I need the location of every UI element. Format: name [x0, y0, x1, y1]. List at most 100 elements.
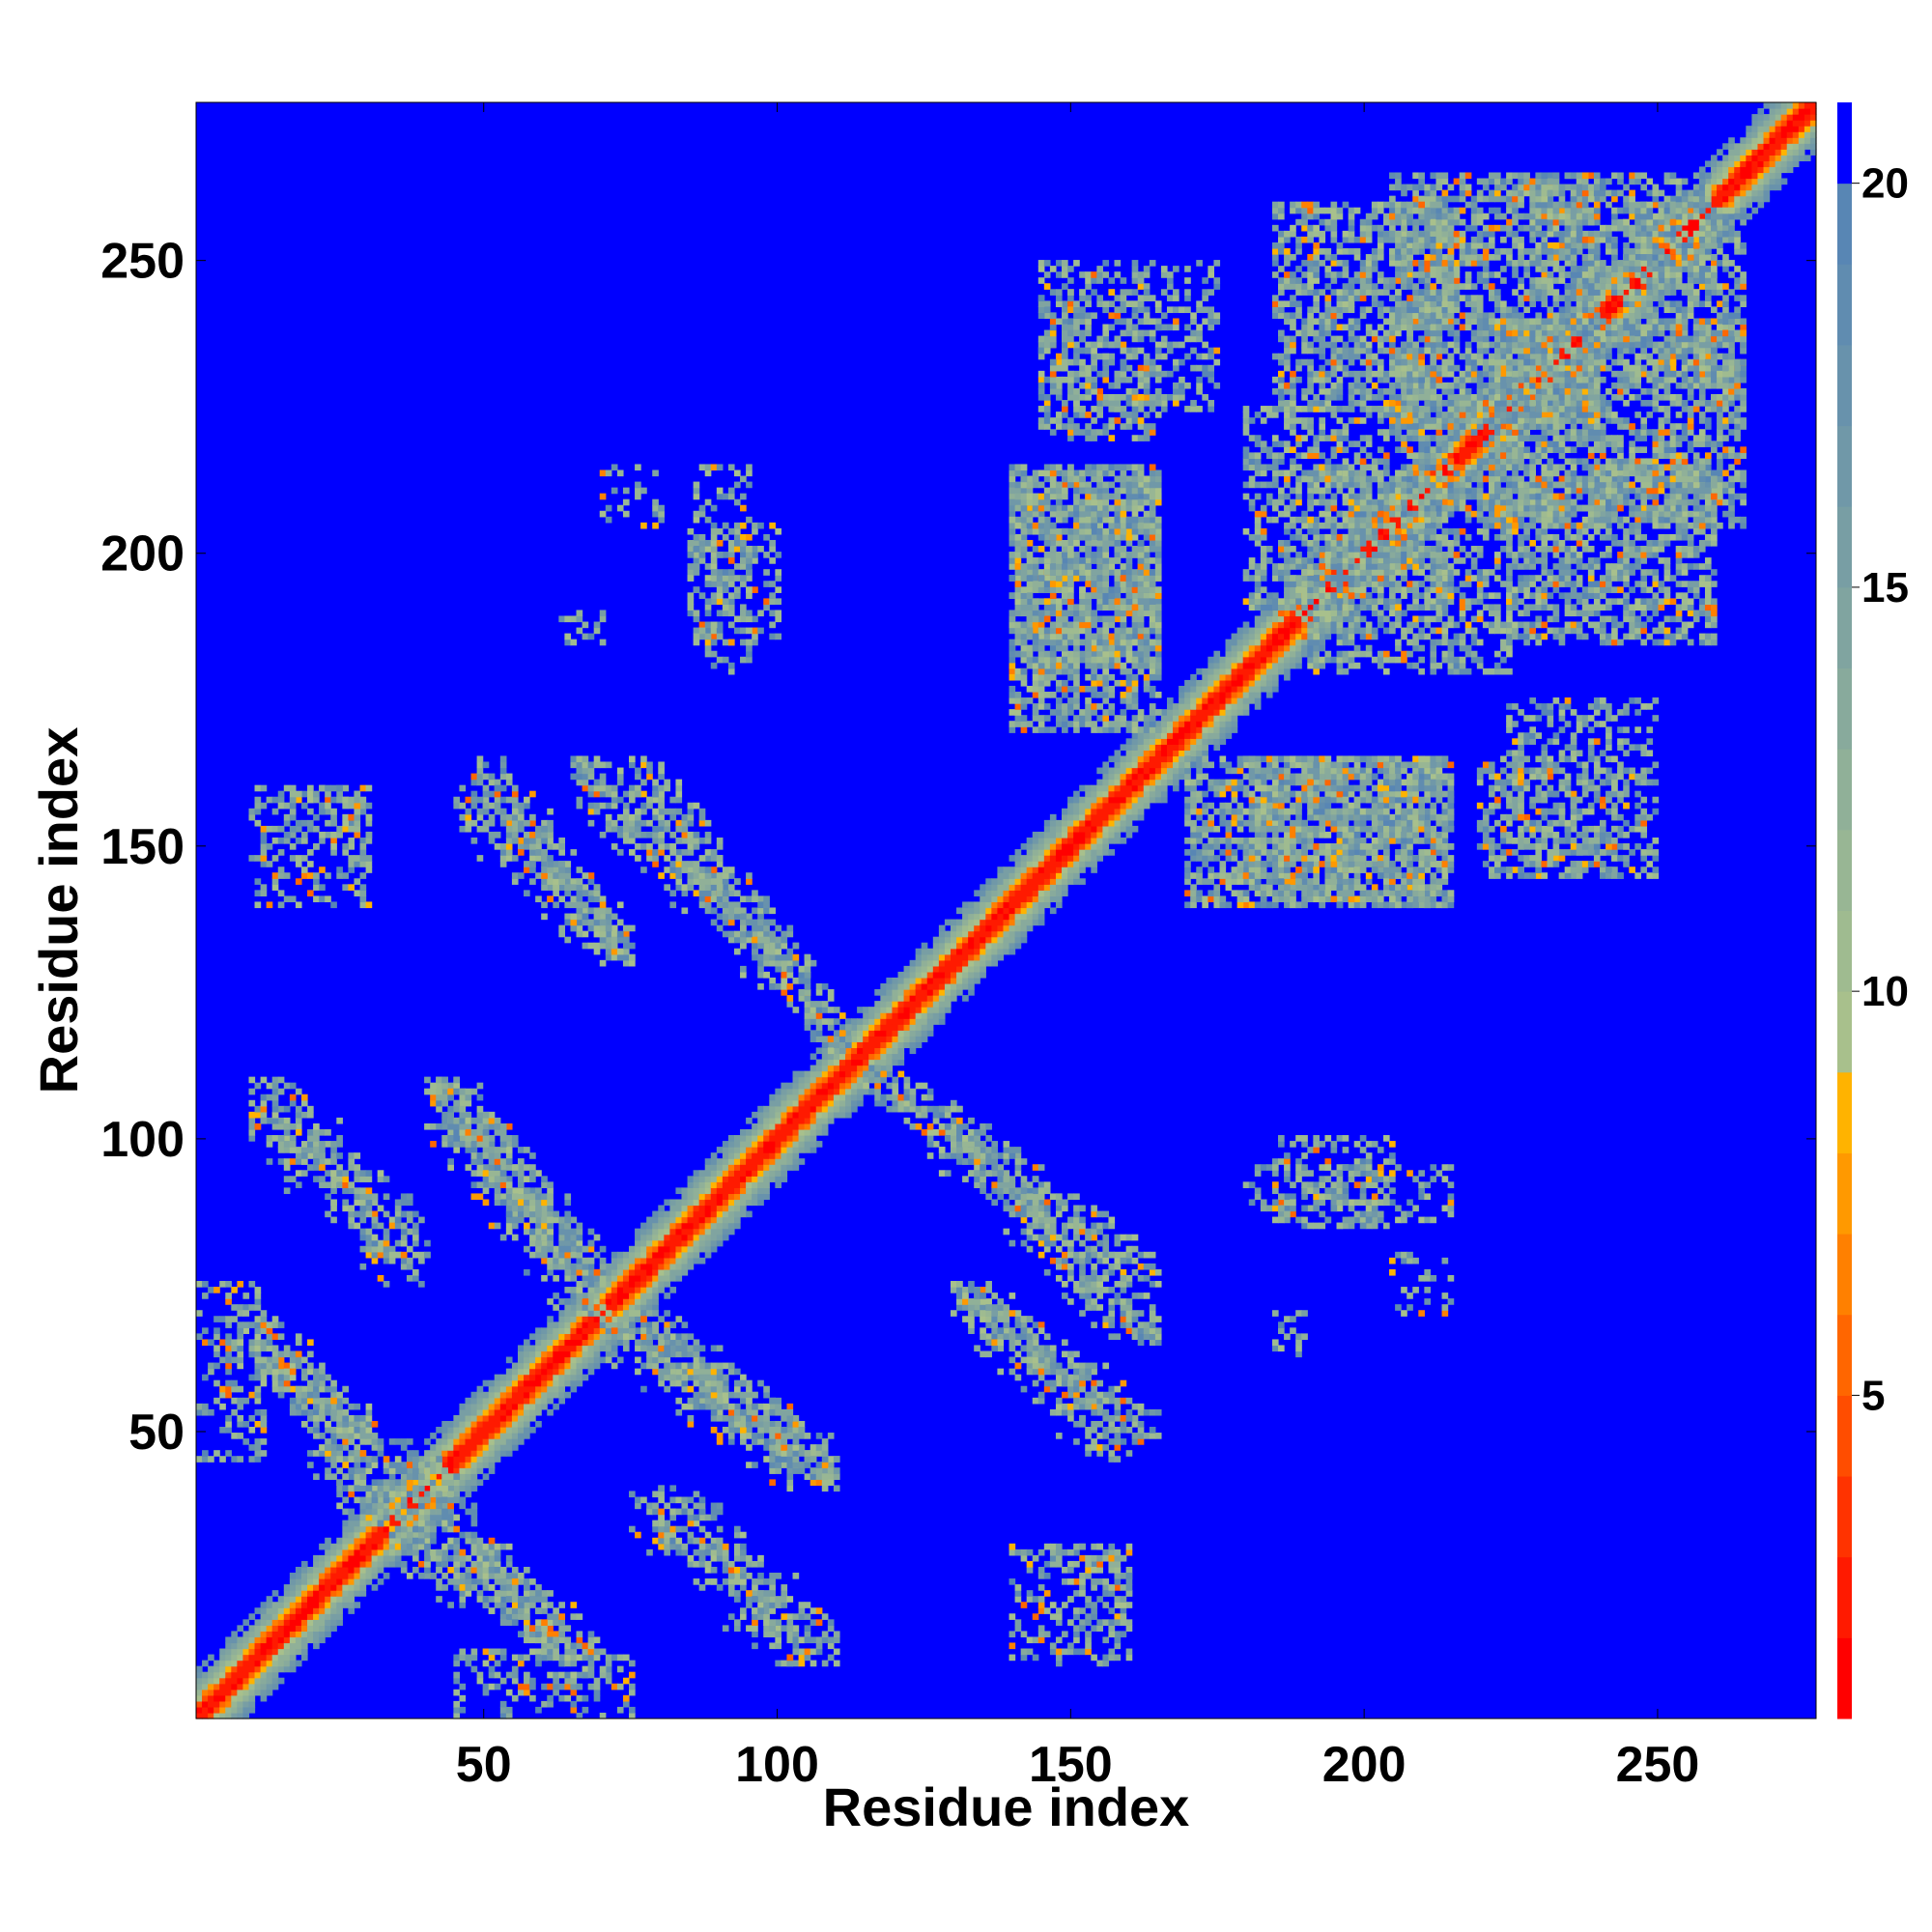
heatmap-cell: [629, 1706, 636, 1714]
heatmap-cell: [231, 1712, 238, 1719]
heatmap-cell: [1120, 825, 1127, 833]
heatmap-cell: [1160, 773, 1168, 781]
heatmap-cell: [629, 1316, 636, 1322]
heatmap-cell: [810, 1088, 817, 1095]
heatmap-cell: [1043, 890, 1051, 896]
heatmap-cell: [547, 1379, 554, 1387]
heatmap-cell: [237, 1345, 244, 1352]
heatmap-cell: [277, 1677, 285, 1685]
heatmap-cell: [635, 1304, 641, 1311]
heatmap-cell: [1179, 761, 1185, 769]
heatmap-cell: [330, 1607, 337, 1614]
heatmap-cell: [196, 1408, 203, 1416]
heatmap-cell: [658, 1222, 665, 1230]
heatmap-cell: [698, 1176, 706, 1182]
heatmap-cell: [336, 1573, 343, 1579]
heatmap-cell: [915, 1018, 923, 1025]
heatmap-cell: [1049, 861, 1057, 867]
heatmap-cell: [1786, 155, 1794, 161]
heatmap-cell: [1091, 855, 1097, 862]
heatmap-cell: [593, 1316, 601, 1322]
heatmap-cell: [593, 1333, 601, 1341]
heatmap-cell: [488, 1444, 496, 1451]
heatmap-cell: [775, 1152, 782, 1159]
heatmap-cell: [599, 1671, 607, 1679]
heatmap-cell: [225, 1368, 232, 1376]
heatmap-cell: [1179, 744, 1185, 752]
heatmap-cell: [722, 1187, 729, 1195]
heatmap-cell: [541, 1368, 548, 1376]
heatmap-cell: [237, 1420, 244, 1428]
heatmap-cell: [950, 983, 957, 990]
heatmap-cell: [1043, 843, 1051, 850]
heatmap-cell: [482, 1427, 490, 1434]
heatmap-cell: [365, 1502, 373, 1510]
heatmap-cell: [459, 1438, 467, 1445]
heatmap-cell: [277, 1602, 285, 1608]
heatmap-cell: [348, 1514, 355, 1521]
heatmap-cell: [1611, 300, 1618, 307]
heatmap-cell: [447, 1467, 454, 1474]
heatmap-cell: [371, 1560, 379, 1568]
heatmap-cell: [587, 1660, 595, 1667]
heatmap-cell: [260, 1427, 268, 1434]
heatmap-cell: [727, 1158, 735, 1165]
heatmap-cell: [716, 1205, 724, 1212]
heatmap-cell: [1062, 825, 1068, 833]
heatmap-cell: [886, 1012, 894, 1019]
heatmap-cell: [804, 1111, 811, 1119]
heatmap-cell: [283, 1350, 291, 1358]
heatmap-cell: [652, 1210, 659, 1218]
heatmap-cell: [248, 1694, 256, 1702]
heatmap-cell: [300, 1584, 308, 1591]
heatmap-cell: [646, 1245, 653, 1253]
heatmap-cell: [1184, 744, 1191, 752]
heatmap-cell: [406, 1456, 413, 1463]
heatmap-cell: [1003, 930, 1010, 938]
heatmap-cell: [815, 1117, 823, 1124]
heatmap-cell: [248, 1677, 256, 1685]
heatmap-cell: [1225, 726, 1233, 733]
heatmap-cell: [1049, 831, 1057, 838]
heatmap-cell: [874, 1030, 881, 1037]
heatmap-cell: [231, 1408, 238, 1416]
heatmap-cell: [1213, 679, 1221, 687]
heatmap-cell: [921, 989, 928, 996]
heatmap-cell: [1020, 924, 1028, 932]
heatmap-cell: [307, 1462, 314, 1468]
heatmap-cell: [260, 1625, 268, 1632]
heatmap-cell: [529, 1414, 536, 1422]
heatmap-cell: [769, 1176, 776, 1182]
heatmap-cell: [1049, 838, 1057, 844]
heatmap-cell: [558, 1602, 566, 1608]
heatmap-cell: [465, 1491, 472, 1498]
heatmap-cell: [733, 1205, 741, 1212]
heatmap-cell: [271, 1665, 279, 1673]
heatmap-cell: [564, 1677, 572, 1685]
heatmap-cell: [892, 1018, 899, 1025]
heatmap-cell: [874, 989, 881, 996]
heatmap-cell: [804, 1147, 811, 1153]
heatmap-cell: [938, 959, 946, 967]
heatmap-cell: [342, 1584, 349, 1591]
heatmap-cell: [271, 1590, 279, 1597]
heatmap-cell: [283, 1613, 291, 1620]
heatmap-cell: [517, 1362, 525, 1370]
heatmap-cell: [1717, 172, 1723, 180]
heatmap-cell: [564, 1654, 572, 1662]
heatmap-cell: [1757, 201, 1765, 209]
heatmap-cell: [564, 1625, 572, 1632]
heatmap-cell: [1149, 784, 1156, 792]
heatmap-cell: [1003, 924, 1010, 932]
heatmap-cell: [599, 1648, 607, 1656]
heatmap-cell: [1763, 126, 1771, 132]
heatmap-cell: [1353, 557, 1361, 564]
heatmap-cell: [1763, 137, 1771, 144]
heatmap-cell: [798, 1147, 806, 1153]
heatmap-cell: [499, 1385, 507, 1393]
heatmap-cell: [1395, 557, 1402, 564]
heatmap-cell: [974, 930, 980, 938]
heatmap-cell: [330, 1433, 337, 1439]
heatmap-cell: [880, 1007, 887, 1013]
heatmap-cell: [330, 1414, 337, 1422]
